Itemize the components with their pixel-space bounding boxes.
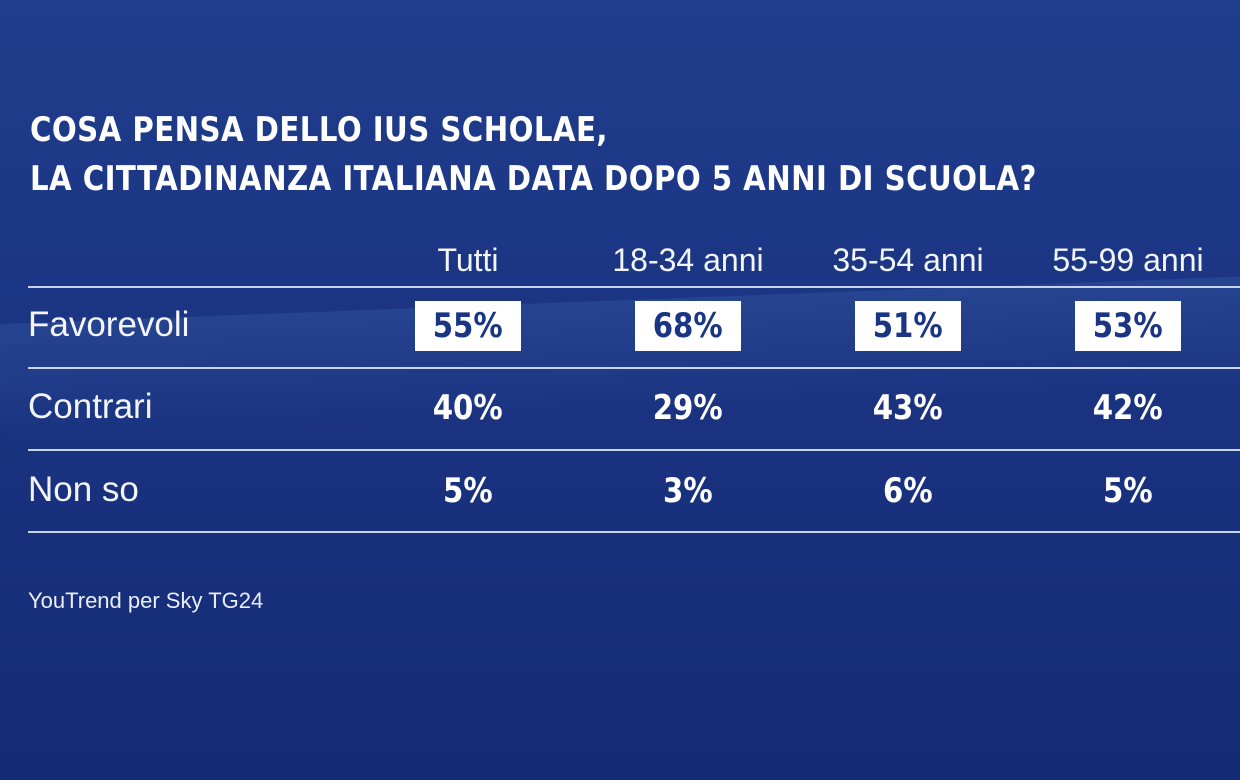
row-label: Contrari xyxy=(28,387,153,426)
row-divider xyxy=(28,449,1240,451)
table-cell: 68% xyxy=(578,301,798,351)
table-cell: 55% xyxy=(358,301,578,351)
table-cell: 42% xyxy=(1018,383,1238,440)
table-cell: 51% xyxy=(798,301,1018,351)
table-cell: 3% xyxy=(578,466,798,523)
table-cell: 29% xyxy=(578,383,798,440)
value-label: 42% xyxy=(1092,388,1163,428)
value-label: 40% xyxy=(432,388,503,428)
value-label: 5% xyxy=(1103,471,1153,511)
column-header: Tutti xyxy=(437,242,499,278)
value-label: 68% xyxy=(652,306,723,346)
value-label: 43% xyxy=(872,388,943,428)
value-holder: 3% xyxy=(659,466,717,523)
value-label: 51% xyxy=(872,306,943,346)
value-label: 55% xyxy=(432,306,503,346)
value-holder: 43% xyxy=(867,383,948,440)
column-header: 35-54 anni xyxy=(832,242,984,278)
chart-title: COSA PENSA DELLO IUS SCHOLAE, LA CITTADI… xyxy=(30,106,1037,204)
row-label: Non so xyxy=(28,470,139,509)
row-divider xyxy=(28,367,1240,369)
highlight-box: 68% xyxy=(635,301,741,351)
value-label: 29% xyxy=(652,388,723,428)
table-cell: 40% xyxy=(358,383,578,440)
row-divider xyxy=(28,286,1240,288)
highlight-box: 55% xyxy=(415,301,521,351)
column-header: 55-99 anni xyxy=(1052,242,1204,278)
table-cell: 43% xyxy=(798,383,1018,440)
value-label: 53% xyxy=(1092,306,1163,346)
value-label: 3% xyxy=(663,471,713,511)
table-cell: 53% xyxy=(1018,301,1238,351)
table-cell: 5% xyxy=(358,466,578,523)
table-cell: 6% xyxy=(798,466,1018,523)
highlight-box: 51% xyxy=(855,301,961,351)
title-line-2: LA CITTADINANZA ITALIANA DATA DOPO 5 ANN… xyxy=(30,159,1037,199)
value-holder: 5% xyxy=(439,466,497,523)
value-holder: 5% xyxy=(1099,466,1157,523)
value-holder: 29% xyxy=(647,383,728,440)
column-header: 18-34 anni xyxy=(612,242,764,278)
table-cell: 5% xyxy=(1018,466,1238,523)
row-divider xyxy=(28,531,1240,533)
title-line-1: COSA PENSA DELLO IUS SCHOLAE, xyxy=(30,110,608,150)
value-holder: 40% xyxy=(427,383,508,440)
value-label: 5% xyxy=(443,471,493,511)
highlight-box: 53% xyxy=(1075,301,1181,351)
value-label: 6% xyxy=(883,471,933,511)
value-holder: 6% xyxy=(879,466,937,523)
row-label: Favorevoli xyxy=(28,305,190,344)
source-credit: YouTrend per Sky TG24 xyxy=(28,588,264,613)
value-holder: 42% xyxy=(1087,383,1168,440)
